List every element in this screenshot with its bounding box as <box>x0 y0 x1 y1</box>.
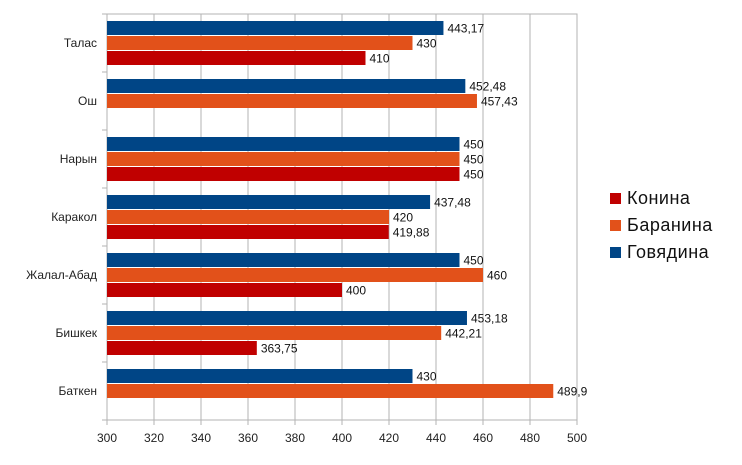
data-label: 430 <box>417 370 437 384</box>
data-label: 419,88 <box>393 226 430 240</box>
legend-label: Баранина <box>627 215 713 235</box>
category-label: Жалал-Абад <box>26 268 97 282</box>
bar-baranina <box>107 384 554 398</box>
category-label: Ош <box>78 94 97 108</box>
x-tick-label: 460 <box>473 431 493 445</box>
bar-konina <box>107 51 366 65</box>
category-label: Бишкек <box>55 326 97 340</box>
bar-govyadina <box>107 195 431 209</box>
bar-konina <box>107 341 257 355</box>
data-label: 442,21 <box>445 327 482 341</box>
legend-swatch <box>610 220 621 231</box>
x-tick-label: 400 <box>332 431 352 445</box>
data-label: 489,9 <box>557 385 587 399</box>
data-label: 410 <box>370 52 390 66</box>
legend-label: Конина <box>627 188 691 208</box>
bar-baranina <box>107 94 477 108</box>
x-tick-label: 440 <box>426 431 446 445</box>
bar-govyadina <box>107 79 466 93</box>
bar-govyadina <box>107 369 413 383</box>
category-label: Баткен <box>59 384 97 398</box>
x-tick-label: 480 <box>520 431 540 445</box>
data-label: 450 <box>464 168 484 182</box>
bar-konina <box>107 283 342 297</box>
bar-govyadina <box>107 21 444 35</box>
bar-govyadina <box>107 137 460 151</box>
data-label: 453,18 <box>471 312 508 326</box>
data-label: 443,17 <box>447 22 484 36</box>
data-label: 452,48 <box>469 80 506 94</box>
x-tick-label: 500 <box>567 431 587 445</box>
data-label: 457,43 <box>481 95 518 109</box>
x-tick-label: 320 <box>144 431 164 445</box>
x-tick-label: 300 <box>97 431 117 445</box>
x-tick-label: 420 <box>379 431 399 445</box>
bar-konina <box>107 225 389 239</box>
data-label: 430 <box>417 37 437 51</box>
bar-konina <box>107 167 460 181</box>
legend-label: Говядина <box>627 242 710 262</box>
bar-baranina <box>107 152 460 166</box>
bar-govyadina <box>107 253 460 267</box>
axes: 300 320 340 360 380 400 420 440 460 480 500 Талас Ош… <box>26 13 587 445</box>
data-label: 437,48 <box>434 196 471 210</box>
legend-swatch <box>610 193 621 204</box>
bar-baranina <box>107 210 389 224</box>
x-tick-label: 340 <box>191 431 211 445</box>
legend: Конина Баранина Говядина <box>610 188 713 262</box>
bar-baranina <box>107 36 413 50</box>
x-tick-label: 360 <box>238 431 258 445</box>
category-label: Талас <box>64 36 97 50</box>
bar-baranina <box>107 268 483 282</box>
data-label: 450 <box>464 153 484 167</box>
category-label: Нарын <box>60 152 97 166</box>
bar-govyadina <box>107 311 467 325</box>
data-label: 460 <box>487 269 507 283</box>
category-label: Каракол <box>51 210 97 224</box>
data-label: 420 <box>393 211 413 225</box>
x-tick-label: 380 <box>285 431 305 445</box>
legend-swatch <box>610 247 621 258</box>
data-labels: 443,17430410452,48457,43450450450437,484… <box>261 22 588 399</box>
bar-baranina <box>107 326 442 340</box>
bars <box>107 21 554 398</box>
data-label: 450 <box>464 138 484 152</box>
data-label: 363,75 <box>261 342 298 356</box>
data-label: 450 <box>464 254 484 268</box>
data-label: 400 <box>346 284 366 298</box>
